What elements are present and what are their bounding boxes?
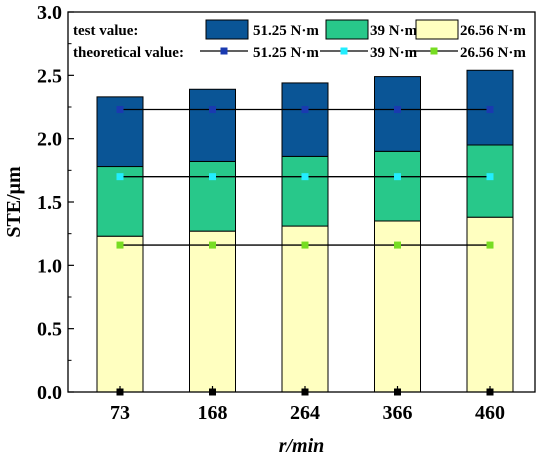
y-tick-label: 1.0 bbox=[37, 255, 62, 277]
theoretical-point bbox=[301, 106, 309, 114]
x-tick-label: 168 bbox=[198, 402, 228, 424]
x-tick-label: 73 bbox=[110, 402, 130, 424]
x-tick-label: 264 bbox=[290, 402, 320, 424]
x-axis-label: r/min bbox=[279, 435, 325, 457]
bar-segment bbox=[281, 225, 329, 393]
bar-segment bbox=[374, 220, 421, 393]
bar-segment bbox=[466, 144, 514, 218]
bar-segment bbox=[281, 155, 329, 227]
axes-layer: 0.0 0.5 1.0 1.5 2.0 2.5 3.0 73 168 264 366 460 bbox=[37, 2, 536, 424]
theoretical-point bbox=[486, 173, 494, 181]
legend-marker bbox=[220, 47, 228, 55]
bar-segment bbox=[96, 96, 144, 168]
x-tick-label: 460 bbox=[475, 402, 505, 424]
legend-swatch bbox=[205, 19, 249, 40]
bar-segment bbox=[96, 235, 144, 393]
legend-swatch bbox=[415, 19, 459, 40]
x-tick-label: 366 bbox=[383, 402, 413, 424]
y-tick-label: 2.5 bbox=[37, 65, 62, 87]
bar-segment bbox=[189, 88, 236, 162]
bar-segment bbox=[374, 150, 421, 222]
y-tick-label: 1.5 bbox=[37, 192, 62, 214]
theoretical-point bbox=[486, 106, 494, 114]
theoretical-point bbox=[209, 173, 216, 181]
theoretical-point bbox=[209, 106, 216, 114]
theoretical-point bbox=[301, 173, 309, 181]
bar-segment bbox=[374, 76, 421, 152]
legend-item-label: 26.56 N·m bbox=[460, 23, 526, 39]
legend-marker bbox=[340, 47, 348, 55]
legend-item-label: 51.25 N·m bbox=[253, 23, 319, 39]
theoretical-point bbox=[116, 106, 124, 114]
y-tick-label: 3.0 bbox=[37, 2, 62, 24]
theoretical-point bbox=[116, 173, 124, 181]
y-axis-label: STE/μm bbox=[3, 166, 25, 238]
theoretical-point bbox=[394, 106, 401, 114]
theoretical-point bbox=[486, 241, 494, 249]
legend-item-label: 39 N·m bbox=[370, 23, 418, 39]
bars-layer bbox=[96, 69, 514, 393]
legend-item-label: 51.25 N·m bbox=[253, 45, 319, 61]
y-tick-label: 0.5 bbox=[37, 319, 62, 341]
theoretical-point bbox=[394, 173, 401, 181]
legend-item-label: 39 N·m bbox=[370, 45, 418, 61]
legend-marker bbox=[430, 47, 438, 55]
legend-swatch bbox=[325, 19, 369, 40]
legend-item-label: 26.56 N·m bbox=[460, 45, 526, 61]
theoretical-point bbox=[209, 241, 216, 249]
y-tick-label: 0.0 bbox=[37, 382, 62, 404]
legend-row-label: theoretical value: bbox=[73, 45, 184, 61]
y-tick-label: 2.0 bbox=[37, 129, 62, 151]
bar-segment bbox=[189, 230, 236, 393]
theoretical-point bbox=[394, 241, 401, 249]
bar-segment bbox=[189, 160, 236, 232]
theoretical-point bbox=[116, 241, 124, 249]
legend: test value: theoretical value: 51.25 N·m 39… bbox=[73, 19, 526, 61]
bar-segment bbox=[281, 82, 329, 157]
legend-row-label: test value: bbox=[73, 23, 138, 39]
theoretical-point bbox=[301, 241, 309, 249]
